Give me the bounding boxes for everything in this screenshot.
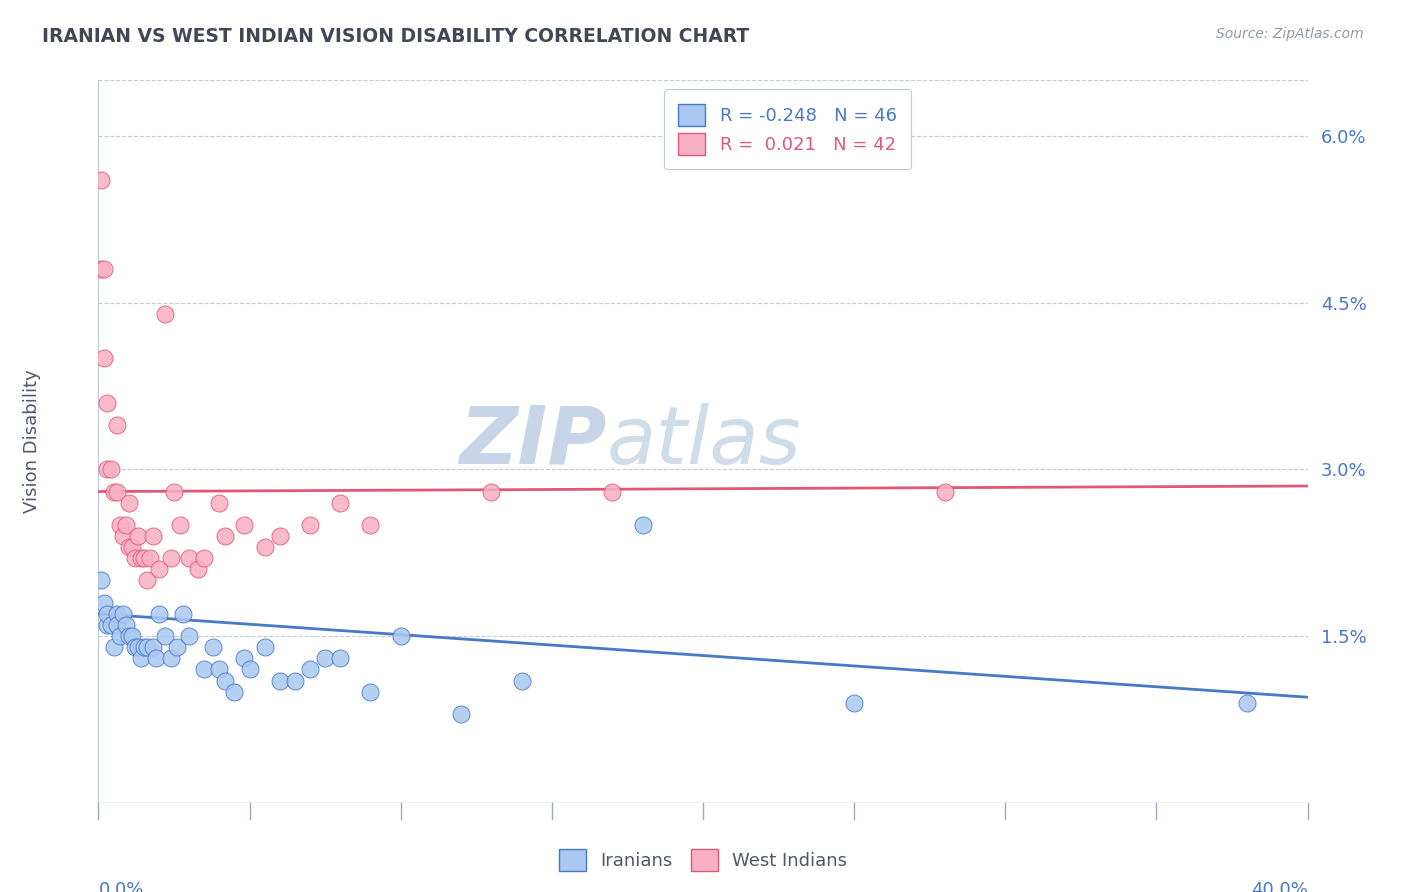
Point	[148, 607, 170, 621]
Point	[389, 629, 412, 643]
Point	[179, 629, 201, 643]
Point	[224, 684, 246, 698]
Point	[142, 640, 165, 655]
Point	[631, 517, 654, 532]
Point	[214, 673, 236, 688]
Point	[90, 262, 112, 277]
Point	[299, 662, 322, 676]
Point	[96, 395, 118, 409]
Point	[114, 618, 136, 632]
Point	[160, 651, 183, 665]
Point	[127, 640, 149, 655]
Point	[269, 673, 291, 688]
Point	[1236, 696, 1258, 710]
Point	[93, 596, 115, 610]
Point	[111, 607, 134, 621]
Point	[105, 607, 128, 621]
Point	[253, 540, 276, 554]
Point	[132, 551, 155, 566]
Point	[239, 662, 262, 676]
Point	[253, 640, 276, 655]
Point	[118, 629, 141, 643]
Point	[142, 529, 165, 543]
Point	[153, 307, 176, 321]
Point	[118, 496, 141, 510]
Point	[135, 574, 157, 588]
Point	[314, 651, 336, 665]
Point	[169, 517, 191, 532]
Point	[108, 517, 131, 532]
Point	[329, 651, 352, 665]
Text: Vision Disability: Vision Disability	[22, 369, 41, 514]
Point	[100, 618, 122, 632]
Point	[510, 673, 533, 688]
Point	[127, 529, 149, 543]
Point	[103, 640, 125, 655]
Point	[360, 684, 382, 698]
Point	[208, 662, 231, 676]
Text: IRANIAN VS WEST INDIAN VISION DISABILITY CORRELATION CHART: IRANIAN VS WEST INDIAN VISION DISABILITY…	[42, 27, 749, 45]
Point	[105, 618, 128, 632]
Text: Source: ZipAtlas.com: Source: ZipAtlas.com	[1216, 27, 1364, 41]
Point	[100, 462, 122, 476]
Point	[103, 484, 125, 499]
Point	[121, 629, 143, 643]
Text: 40.0%: 40.0%	[1251, 880, 1308, 892]
Point	[163, 484, 186, 499]
Point	[90, 173, 112, 187]
Point	[844, 696, 866, 710]
Point	[193, 662, 215, 676]
Point	[172, 607, 194, 621]
Point	[153, 629, 176, 643]
Point	[93, 262, 115, 277]
Point	[284, 673, 307, 688]
Point	[124, 640, 146, 655]
Point	[934, 484, 956, 499]
Point	[208, 496, 231, 510]
Point	[124, 551, 146, 566]
Point	[232, 517, 254, 532]
Point	[450, 706, 472, 721]
Point	[132, 640, 155, 655]
Point	[93, 351, 115, 366]
Point	[329, 496, 352, 510]
Text: ZIP: ZIP	[458, 402, 606, 481]
Point	[232, 651, 254, 665]
Point	[148, 562, 170, 576]
Point	[114, 517, 136, 532]
Point	[105, 484, 128, 499]
Point	[160, 551, 183, 566]
Text: atlas: atlas	[606, 402, 801, 481]
Point	[96, 607, 118, 621]
Point	[360, 517, 382, 532]
Point	[121, 540, 143, 554]
Point	[193, 551, 215, 566]
Point	[135, 640, 157, 655]
Point	[602, 484, 624, 499]
Point	[187, 562, 209, 576]
Point	[108, 629, 131, 643]
Point	[202, 640, 225, 655]
Legend: Iranians, West Indians: Iranians, West Indians	[551, 842, 855, 879]
Point	[299, 517, 322, 532]
Point	[269, 529, 291, 543]
Legend: R = -0.248   N = 46, R =  0.021   N = 42: R = -0.248 N = 46, R = 0.021 N = 42	[664, 89, 911, 169]
Point	[214, 529, 236, 543]
Point	[481, 484, 503, 499]
Point	[105, 417, 128, 432]
Point	[166, 640, 188, 655]
Point	[179, 551, 201, 566]
Point	[96, 462, 118, 476]
Text: 0.0%: 0.0%	[98, 880, 143, 892]
Point	[129, 551, 152, 566]
Point	[90, 574, 112, 588]
Point	[96, 618, 118, 632]
Point	[111, 529, 134, 543]
Point	[145, 651, 167, 665]
Point	[118, 540, 141, 554]
Point	[129, 651, 152, 665]
Point	[139, 551, 162, 566]
